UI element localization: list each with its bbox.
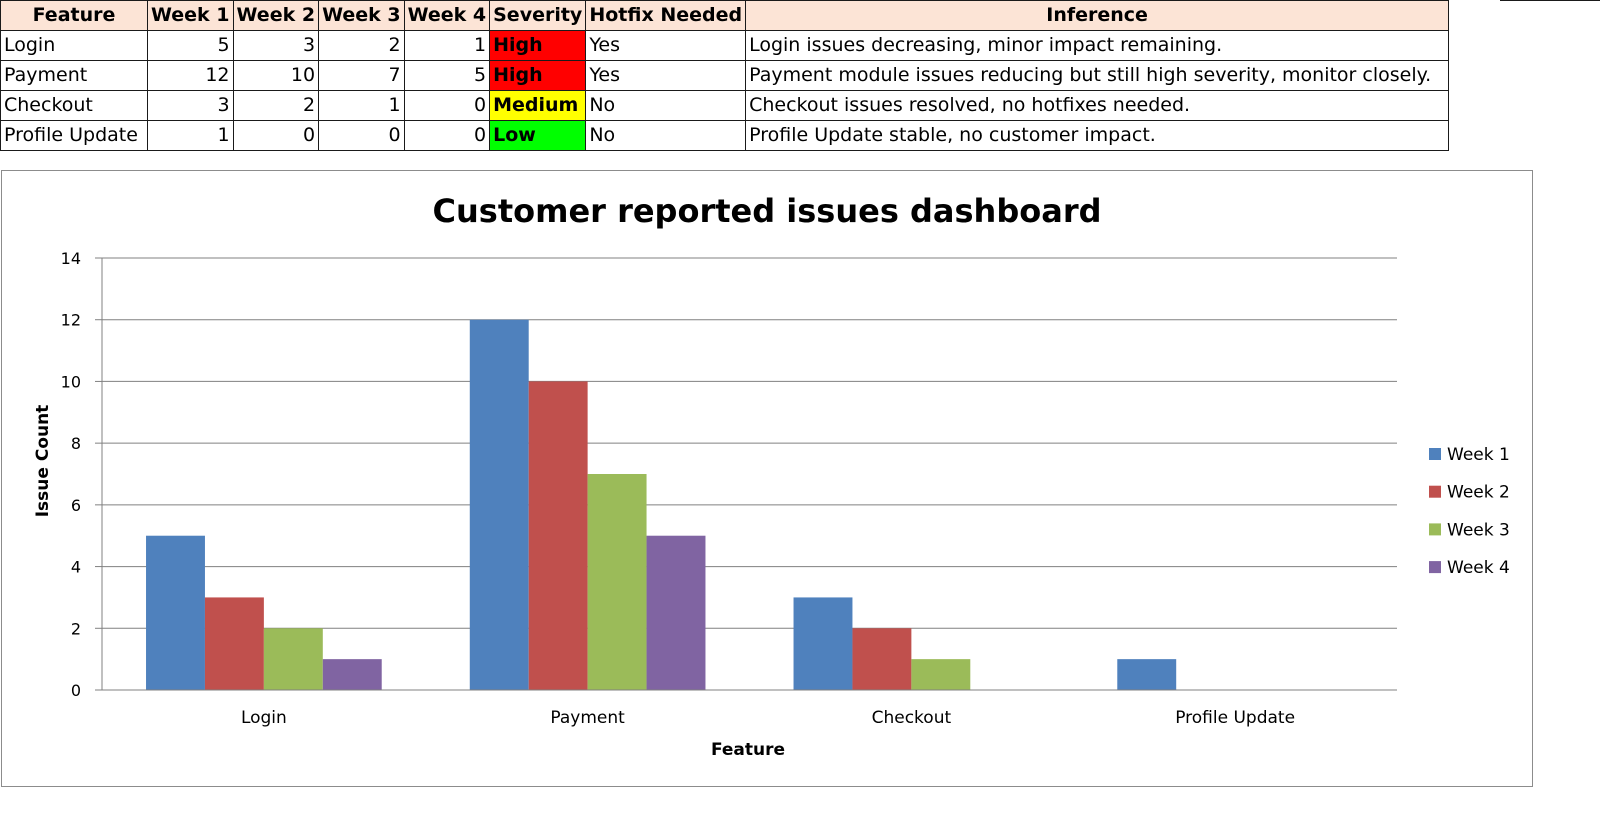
- y-tick-label: 6: [71, 496, 81, 515]
- legend-label: Week 2: [1447, 483, 1510, 503]
- cell-hotfix[interactable]: Yes: [585, 30, 747, 61]
- cell-week-1[interactable]: 5: [147, 30, 234, 61]
- cell-hotfix[interactable]: Yes: [585, 60, 747, 91]
- cell-week-4[interactable]: 5: [403, 60, 491, 91]
- legend[interactable]: Week 1 Week 2 Week 3 Week 4: [1429, 445, 1510, 578]
- bar-checkout-week-2[interactable]: [852, 628, 912, 690]
- table-row: Payment 12 10 7 5 High Yes Payment module issue…: [0, 60, 1450, 91]
- legend-label: Week 3: [1447, 520, 1510, 540]
- legend-swatch: [1429, 561, 1441, 574]
- gridlines: [102, 257, 1397, 629]
- cell-severity[interactable]: Low: [489, 120, 587, 151]
- axes: 0 2 4 6 8 10 12 14 Login Payment Checkout Profile U…: [61, 249, 1397, 728]
- cell-week-3[interactable]: 1: [318, 90, 405, 121]
- header-inference[interactable]: Inference: [745, 0, 1450, 31]
- cell-feature[interactable]: Payment: [0, 60, 148, 91]
- header-week-2[interactable]: Week 2: [232, 0, 320, 31]
- y-tick-label: 8: [71, 434, 81, 453]
- bar-login-week-1[interactable]: [146, 535, 205, 690]
- y-tick-label: 4: [71, 558, 81, 577]
- cell-inference[interactable]: Login issues decreasing, minor impact re…: [745, 30, 1450, 61]
- table-header-row: Feature Week 1 Week 2 Week 3 Week 4 Seve…: [0, 0, 1450, 31]
- cell-week-1[interactable]: 12: [147, 60, 234, 91]
- cell-week-1[interactable]: 1: [147, 120, 234, 151]
- cell-week-4[interactable]: 0: [403, 120, 491, 151]
- bar-payment-week-3[interactable]: [587, 474, 647, 690]
- cell-week-3[interactable]: 2: [318, 30, 405, 61]
- y-axis-title[interactable]: Issue Count: [33, 405, 53, 518]
- cell-week-3[interactable]: 7: [318, 60, 405, 91]
- cell-inference[interactable]: Profile Update stable, no customer impac…: [745, 120, 1450, 151]
- cell-week-2[interactable]: 3: [232, 30, 320, 61]
- x-category-label: Checkout: [872, 708, 952, 728]
- legend-label: Week 4: [1447, 558, 1510, 578]
- cell-week-4[interactable]: 0: [403, 90, 491, 121]
- legend-swatch: [1429, 485, 1441, 498]
- legend-label: Week 1: [1447, 445, 1510, 465]
- bar-payment-week-4[interactable]: [646, 535, 706, 690]
- bar-profile-update-week-1[interactable]: [1117, 659, 1177, 690]
- header-hotfix[interactable]: Hotfix Needed: [585, 0, 747, 31]
- y-tick-label: 2: [71, 619, 81, 638]
- cell-week-3[interactable]: 0: [318, 120, 405, 151]
- cell-severity[interactable]: High: [489, 60, 587, 91]
- x-category-label: Profile Update: [1175, 708, 1295, 728]
- legend-swatch: [1429, 523, 1441, 536]
- bar-chart: 0 2 4 6 8 10 12 14 Login Payment Checkout Profile U…: [33, 192, 1510, 760]
- legend-swatch: [1429, 448, 1441, 460]
- cell-hotfix[interactable]: No: [585, 90, 747, 121]
- cell-hotfix[interactable]: No: [585, 120, 747, 151]
- bars: [146, 319, 1177, 690]
- cell-severity[interactable]: High: [489, 30, 587, 61]
- cell-week-4[interactable]: 1: [403, 30, 491, 61]
- header-week-1[interactable]: Week 1: [147, 0, 234, 31]
- cell-feature[interactable]: Login: [0, 30, 148, 61]
- y-tick-label: 12: [61, 311, 81, 330]
- x-axis-title[interactable]: Feature: [711, 740, 785, 760]
- x-category-label: Payment: [550, 708, 625, 728]
- header-severity[interactable]: Severity: [489, 0, 587, 31]
- header-feature[interactable]: Feature: [0, 0, 148, 31]
- y-tick-label: 10: [61, 372, 81, 391]
- chart-area[interactable]: 0 2 4 6 8 10 12 14 Login Payment Checkout Profile U…: [1, 170, 1533, 787]
- bar-login-week-3[interactable]: [263, 628, 323, 690]
- header-week-4[interactable]: Week 4: [403, 0, 491, 31]
- bar-checkout-week-3[interactable]: [911, 659, 971, 690]
- y-tick-label: 14: [61, 249, 81, 268]
- cell-severity[interactable]: Medium: [489, 90, 587, 121]
- cell-week-2[interactable]: 2: [232, 90, 320, 121]
- table-row: Login 5 3 2 1 High Yes Login issues decreasing,…: [0, 30, 1450, 61]
- issues-table: Feature Week 1 Week 2 Week 3 Week 4 Seve…: [0, 0, 1450, 151]
- cell-inference[interactable]: Checkout issues resolved, no hotfixes ne…: [745, 90, 1450, 121]
- cell-feature[interactable]: Profile Update: [0, 120, 148, 151]
- header-week-3[interactable]: Week 3: [318, 0, 405, 31]
- cell-feature[interactable]: Checkout: [0, 90, 148, 121]
- chart-title[interactable]: Customer reported issues dashboard: [433, 192, 1102, 230]
- cell-week-2[interactable]: 0: [232, 120, 320, 151]
- cell-inference[interactable]: Payment module issues reducing but still…: [745, 60, 1450, 91]
- y-tick-label: 0: [71, 681, 81, 700]
- bar-login-week-4[interactable]: [322, 659, 382, 690]
- bar-login-week-2[interactable]: [204, 597, 264, 690]
- table-row: Profile Update 1 0 0 0 Low No Profile Update st…: [0, 120, 1450, 151]
- x-category-label: Login: [241, 708, 287, 728]
- cell-week-1[interactable]: 3: [147, 90, 234, 121]
- bar-checkout-week-1[interactable]: [793, 597, 853, 690]
- bar-payment-week-2[interactable]: [528, 381, 588, 690]
- table-row: Checkout 3 2 1 0 Medium No Checkout issues reso…: [0, 90, 1450, 121]
- sheet-border-line: [1500, 0, 1600, 1]
- cell-week-2[interactable]: 10: [232, 60, 320, 91]
- bar-payment-week-1[interactable]: [469, 319, 529, 690]
